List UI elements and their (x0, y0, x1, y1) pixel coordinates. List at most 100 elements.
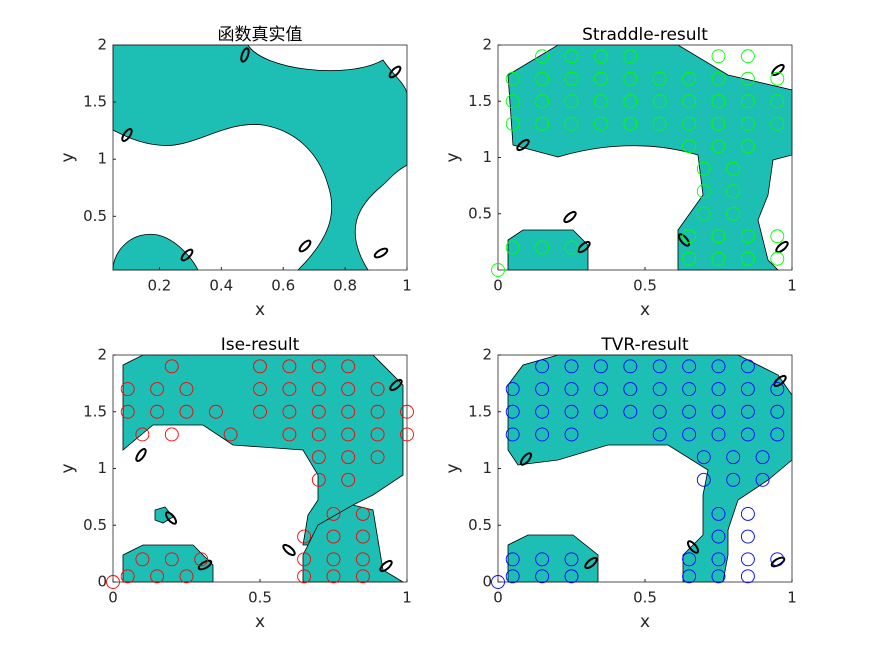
point (682, 251, 697, 266)
x-tick-label: 0.5 (633, 277, 657, 295)
point (593, 404, 608, 419)
point (696, 184, 711, 199)
point (505, 116, 520, 131)
point (593, 94, 608, 109)
point (682, 116, 697, 131)
y-tick-label: 1.5 (83, 93, 107, 111)
point (726, 472, 741, 487)
chart-title: TVR-result (600, 335, 689, 355)
point (282, 359, 297, 374)
point (711, 116, 726, 131)
point (505, 552, 520, 567)
point (223, 427, 238, 442)
point (711, 139, 726, 154)
y-tick-label: 2 (482, 346, 492, 364)
point (682, 359, 697, 374)
point (623, 382, 638, 396)
y-tick-label: 0 (97, 573, 107, 591)
x-tick-label: 0.8 (333, 277, 357, 295)
x-tick-label: 0 (493, 277, 503, 295)
point (253, 404, 267, 419)
point (135, 552, 150, 567)
point (740, 427, 755, 442)
contour-fill (507, 44, 793, 271)
point (491, 575, 505, 589)
point (682, 569, 697, 584)
point (505, 404, 520, 419)
y-tick-label: 2 (482, 36, 492, 54)
point (652, 382, 667, 396)
point (179, 404, 194, 419)
point (505, 569, 520, 584)
point (564, 49, 579, 64)
y-axis-label: y (58, 152, 78, 162)
y-tick-label: 1 (97, 150, 107, 168)
x-tick-label: 0.5 (248, 589, 272, 607)
point (623, 116, 638, 131)
x-tick-label: 1 (787, 277, 797, 295)
point (355, 552, 370, 567)
point (135, 427, 150, 442)
point (623, 94, 638, 109)
point (682, 71, 697, 86)
point (341, 450, 356, 465)
point (564, 569, 579, 584)
y-tick-label: 0.5 (83, 207, 107, 225)
y-tick-label: 0.5 (83, 516, 107, 534)
point (564, 404, 579, 419)
y-axis-label: y (443, 152, 463, 162)
y-tick-label: 1 (482, 148, 492, 166)
point (696, 161, 711, 176)
y-axis-label: y (443, 463, 463, 473)
point (726, 206, 741, 221)
point (326, 552, 341, 567)
point (535, 427, 550, 442)
point (682, 404, 697, 419)
point (120, 569, 135, 584)
point (535, 552, 550, 567)
point (164, 427, 179, 442)
point (711, 404, 726, 419)
point (682, 94, 697, 109)
x-tick-label: 0 (108, 589, 118, 607)
point (740, 49, 755, 64)
point (164, 552, 179, 567)
point (755, 450, 770, 465)
y-tick-label: 2 (97, 36, 107, 54)
point (711, 552, 726, 567)
point (326, 529, 341, 544)
point (564, 94, 579, 109)
point (564, 116, 579, 131)
point (740, 506, 755, 521)
point (740, 94, 755, 109)
point (535, 382, 550, 396)
point (282, 427, 297, 442)
x-tick-label: 0.4 (209, 277, 233, 295)
point (770, 552, 785, 567)
point (297, 552, 312, 567)
point (593, 382, 608, 396)
point (326, 569, 341, 584)
point (106, 575, 120, 589)
point (341, 359, 356, 374)
point (740, 382, 755, 396)
point (164, 359, 179, 374)
point (505, 94, 520, 109)
point (505, 240, 520, 255)
point (726, 184, 741, 199)
point (341, 382, 356, 396)
point (740, 359, 755, 374)
point (623, 404, 638, 419)
point (535, 49, 550, 64)
point (208, 404, 223, 419)
point (311, 382, 326, 396)
point (535, 240, 550, 255)
point (770, 116, 785, 131)
point (150, 404, 165, 419)
point (711, 229, 726, 244)
x-tick-label: 0 (493, 589, 503, 607)
point (711, 506, 726, 521)
y-tick-label: 0 (482, 573, 492, 591)
point (711, 382, 726, 396)
point (282, 382, 297, 396)
